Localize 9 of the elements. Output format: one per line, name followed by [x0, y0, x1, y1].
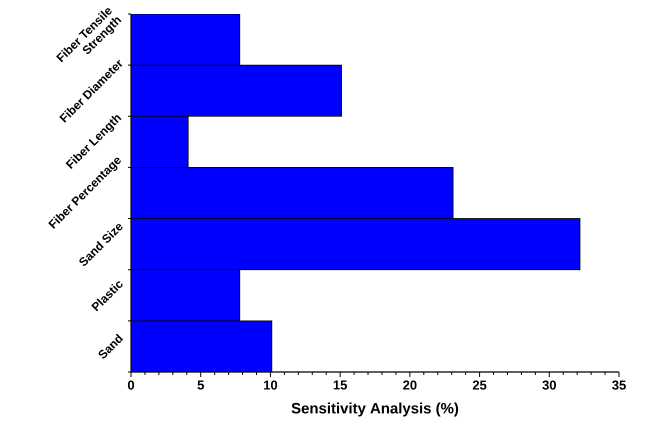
x-tick-label: 35 — [612, 380, 626, 390]
x-tick-label: 30 — [542, 380, 556, 390]
x-tick-label: 10 — [264, 380, 278, 390]
x-axis-title: Sensitivity Analysis (%) — [292, 402, 458, 416]
x-tick-label: 20 — [403, 380, 417, 390]
x-tick-label: 5 — [198, 380, 204, 390]
x-tick-label: 15 — [334, 380, 347, 390]
x-tick-label: 0 — [128, 380, 134, 390]
x-tick-label: 25 — [472, 380, 486, 390]
